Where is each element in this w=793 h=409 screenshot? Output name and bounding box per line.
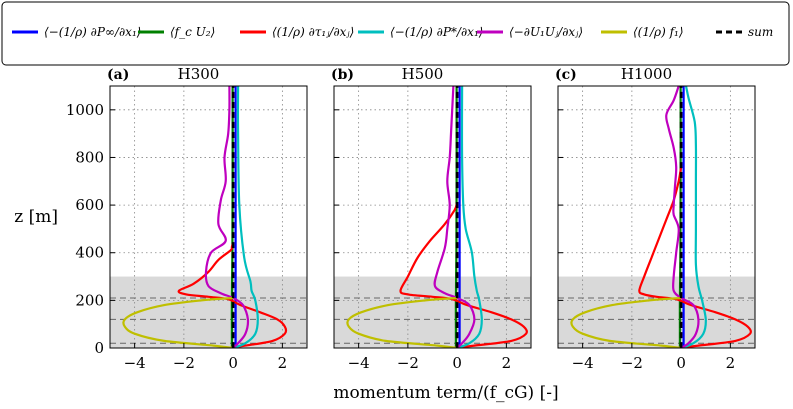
x-tick-label: 2 <box>502 354 512 372</box>
x-tick-label: 2 <box>726 354 736 372</box>
x-tick-label: −2 <box>621 354 643 372</box>
series-line-dispersive-pressure <box>456 86 483 348</box>
y-axis-label: z [m] <box>14 207 58 227</box>
legend-label-2: ⟨f_c U₂⟩ <box>170 25 215 39</box>
panel-letter: (a) <box>107 67 129 83</box>
series-line-drag-force <box>122 296 234 348</box>
series-line-stress-divergence <box>399 202 529 348</box>
x-tick-label: 0 <box>452 354 462 372</box>
panel-title: H300 <box>178 65 220 83</box>
x-tick-label: −4 <box>124 354 146 372</box>
legend-label-3: ⟨(1/ρ) ∂τ₁ⱼ/∂xⱼ⟩ <box>272 25 354 39</box>
plot-frame <box>557 85 756 349</box>
panel-h1000: −4 −2 0 2 (c) H1000 <box>555 65 756 372</box>
plot-frame <box>109 85 308 349</box>
legend-label-7: sum <box>748 25 773 39</box>
series-line-dispersive-pressure <box>680 86 707 348</box>
y-tick-label: 600 <box>75 196 104 214</box>
panel-h500: −4 −2 0 2 (b) H500 <box>331 65 532 372</box>
panel-title: H500 <box>402 65 444 83</box>
panel-h300: −4 −2 0 2 0 200 400 600 800 1000 (a) H300 <box>66 65 308 372</box>
y-tick-label: 1000 <box>66 101 104 119</box>
x-tick-label: 0 <box>228 354 238 372</box>
y-tick-label: 0 <box>94 339 104 357</box>
x-tick-label: 2 <box>278 354 288 372</box>
series-line-drag-force <box>346 296 458 348</box>
series-line-stress-divergence <box>638 166 753 348</box>
legend-label-4: ⟨−(1/ρ) ∂P*/∂x₁⟩ <box>390 25 483 39</box>
x-tick-label: −4 <box>572 354 594 372</box>
legend-label-5: ⟨−∂U₁Uⱼ/∂xⱼ⟩ <box>509 25 583 39</box>
x-tick-label: −2 <box>397 354 419 372</box>
x-tick-label: −4 <box>348 354 370 372</box>
legend-frame <box>1 1 790 66</box>
y-tick-label: 400 <box>75 244 104 262</box>
x-tick-label: −2 <box>173 354 195 372</box>
panel-letter: (b) <box>331 67 354 83</box>
x-tick-label: 0 <box>676 354 686 372</box>
x-axis-label: momentum term/(f_cG) [-] <box>333 383 558 403</box>
legend-label-1: ⟨−(1/ρ) ∂P∞/∂x₁⟩ <box>44 25 141 39</box>
legend: ⟨−(1/ρ) ∂P∞/∂x₁⟩ ⟨f_c U₂⟩ ⟨(1/ρ) ∂τ₁ⱼ/∂xⱼ⟩… <box>1 1 790 66</box>
series-line-advection <box>433 86 476 348</box>
series-line-dispersive-pressure <box>232 86 259 348</box>
series-line-drag-force <box>570 296 682 348</box>
series-line-stress-divergence <box>177 242 288 348</box>
panel-letter: (c) <box>555 67 577 83</box>
series-line-advection <box>665 86 700 348</box>
series-line-advection <box>204 86 250 348</box>
y-tick-label: 200 <box>75 291 104 309</box>
y-tick-label: 800 <box>75 148 104 166</box>
plot-frame <box>333 85 532 349</box>
legend-label-6: ⟨(1/ρ) f₁⟩ <box>633 25 684 39</box>
panel-title: H1000 <box>621 65 672 83</box>
